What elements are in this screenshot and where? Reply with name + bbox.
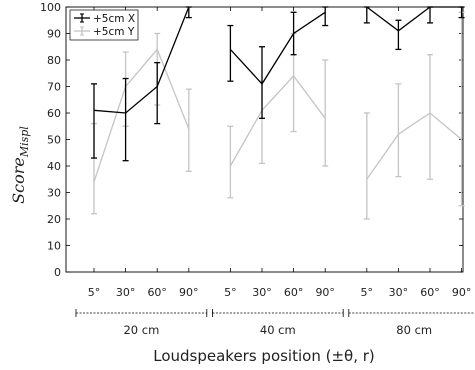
x-tick-label: 5° [224,286,237,299]
x-tick-label: 30° [389,286,409,299]
x-tick-label: 90° [179,286,199,299]
error-bar [185,6,192,19]
legend-item: +5cm X [74,13,135,25]
group-label: 40 cm [260,323,296,337]
x-tick-label: 60° [420,286,440,299]
error-bar [427,6,433,24]
group-label: 80 cm [396,323,432,337]
x-tick-label: 60° [147,286,167,299]
y-axis-title: ScoreMispl [9,126,31,204]
group-label: 20 cm [123,323,159,337]
error-bar [427,54,433,180]
x-tick-label: 60° [284,286,304,299]
error-bar [122,77,129,162]
legend-item: +5cm Y [74,26,135,38]
series-line [93,48,190,183]
series-line [366,112,463,180]
error-bar [91,83,97,159]
error-bar [185,88,192,172]
y-tick-label: 80 [47,54,61,67]
error-bar [227,125,234,199]
legend: +5cm X+5cm Y [69,9,139,41]
y-tick-label: 20 [47,213,61,226]
error-bar [458,11,465,207]
error-bar [322,6,329,27]
y-tick-label: 40 [47,160,61,173]
error-bar [395,83,402,178]
x-tick-label: 30° [252,286,272,299]
error-bar [363,6,370,24]
series-line [366,6,462,32]
error-bar [290,11,297,56]
x-tick-label: 30° [116,286,136,299]
series--5cm-x [91,6,465,162]
legend-label: +5cm Y [93,26,135,38]
y-tick-label: 90 [47,28,61,41]
x-axis-title: Loudspeakers position (±θ, r) [153,347,375,365]
error-bar [154,62,161,125]
series-layer [91,6,465,220]
y-axis: 0 10 20 30 40 50 60 70 80 90 100 [40,1,464,279]
error-bar [363,112,370,220]
y-tick-label: 50 [47,134,61,147]
error-bar [259,46,265,119]
error-bar [395,19,402,51]
y-tick-label: 10 [47,240,61,253]
x-tick-label: 5° [361,286,374,299]
x-tick-label: 5° [88,286,101,299]
series-line [229,11,326,85]
y-tick-label: 30 [47,187,61,200]
y-tick-label: 100 [40,1,61,14]
y-tick-label: 60 [47,107,61,120]
x-tick-label: 90° [452,286,472,299]
y-tick-label: 0 [54,266,61,279]
series-line [229,74,326,167]
error-bar [458,6,465,19]
error-bar [322,59,329,167]
legend-label: +5cm X [93,13,135,25]
x-axis: 5° 30° 60° 90° 20 cm 5° 30° 60° 90° 40 cm 5° 30° 60°… [75,7,475,337]
series-line [93,6,190,114]
y-tick-label: 70 [47,81,61,94]
series--5cm-y [91,11,465,220]
x-tick-label: 90° [315,286,335,299]
error-bar [227,24,234,82]
